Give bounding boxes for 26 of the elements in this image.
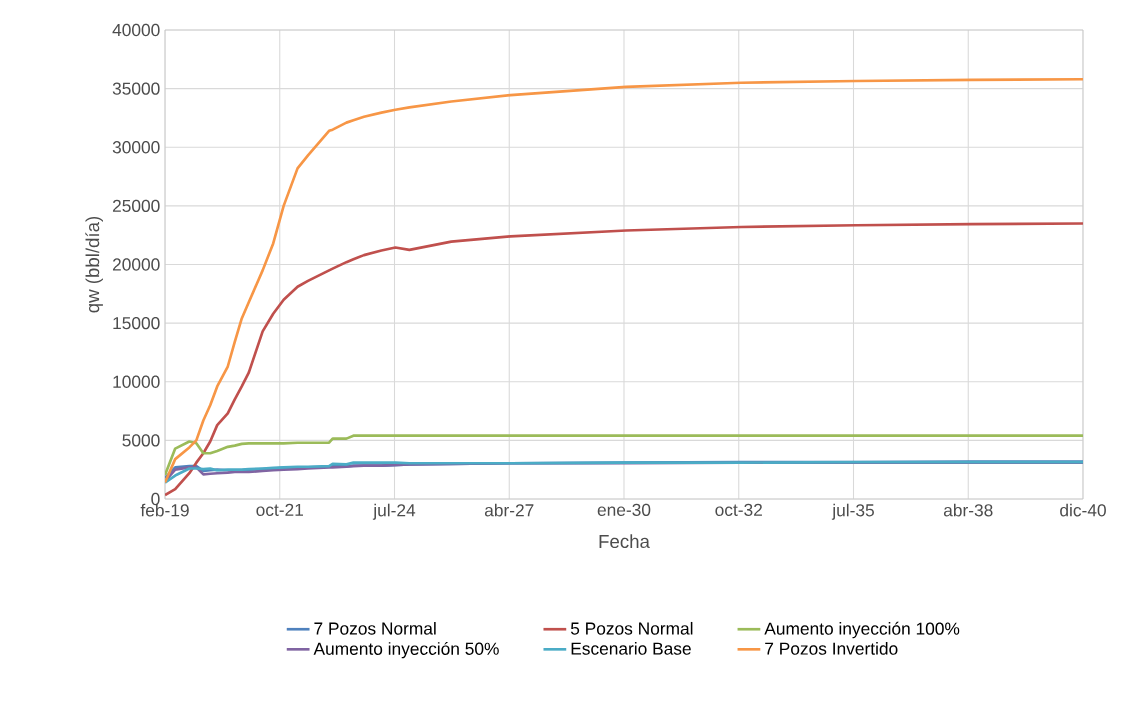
legend-label: Aumento inyección 100% (764, 621, 960, 639)
x-tick-label: dic-40 (1060, 503, 1106, 517)
y-tick-label: 30000 (112, 141, 160, 154)
y-tick-label: 35000 (112, 82, 160, 95)
y-tick-label: 10000 (113, 375, 160, 388)
legend-label: Aumento inyección 50% (313, 641, 499, 659)
y-axis-title: qw (bbl/día) (85, 216, 103, 313)
x-tick-label: oct-21 (256, 503, 303, 516)
x-tick-label: oct-32 (715, 503, 762, 516)
x-tick-label: ene-30 (597, 503, 651, 516)
x-tick-label: jul-35 (831, 503, 874, 520)
y-tick-label: 5000 (122, 434, 160, 447)
legend-label: 7 Pozos Normal (314, 621, 436, 635)
x-tick-label: abr-27 (484, 503, 534, 517)
y-tick-label: 15000 (113, 316, 160, 330)
line-series (165, 77, 1083, 484)
x-tick-label: jul-24 (372, 503, 416, 520)
legend-label: Escenario Base (571, 642, 691, 655)
legend-label: 5 Pozos Normal (570, 621, 693, 635)
line-series (165, 222, 1083, 497)
y-tick-label: 20000 (112, 258, 160, 271)
y-tick-label: 25000 (112, 199, 160, 213)
x-tick-label: abr-38 (943, 503, 993, 517)
x-axis-title: Fecha (599, 534, 650, 549)
legend-label: 7 Pozos Invertido (765, 642, 898, 655)
y-tick-label: 40000 (112, 23, 160, 37)
